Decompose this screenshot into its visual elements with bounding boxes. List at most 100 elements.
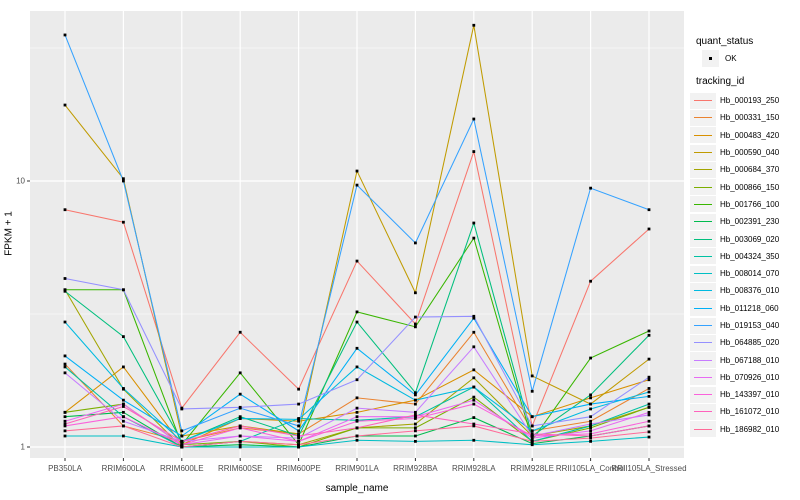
data-point bbox=[414, 434, 417, 438]
data-point bbox=[647, 402, 651, 406]
data-point bbox=[63, 320, 67, 324]
x-tick-label: RRIM928LA bbox=[452, 464, 496, 473]
data-point bbox=[472, 314, 476, 318]
data-point bbox=[589, 402, 592, 406]
data-point bbox=[530, 374, 534, 378]
data-point bbox=[122, 398, 125, 402]
x-tick-label: RRII105LA_Control bbox=[556, 464, 626, 473]
x-tick-label: RRII105LA_Stressed bbox=[611, 464, 686, 473]
data-point bbox=[122, 434, 125, 438]
data-point bbox=[530, 429, 534, 433]
data-point bbox=[63, 419, 67, 423]
data-point bbox=[647, 424, 651, 428]
data-point bbox=[297, 417, 300, 421]
data-point bbox=[589, 279, 592, 283]
data-point bbox=[238, 415, 242, 419]
data-point bbox=[355, 169, 359, 173]
data-point bbox=[414, 391, 417, 395]
data-point bbox=[647, 329, 651, 333]
data-point bbox=[180, 429, 184, 433]
data-point bbox=[180, 445, 184, 449]
data-point bbox=[297, 439, 300, 443]
data-point bbox=[530, 436, 534, 440]
data-point bbox=[414, 426, 417, 430]
data-point bbox=[647, 394, 651, 398]
data-point bbox=[589, 419, 592, 423]
data-point bbox=[414, 325, 417, 329]
data-point bbox=[472, 117, 476, 121]
data-point bbox=[122, 424, 125, 428]
data-point bbox=[647, 357, 651, 361]
data-point bbox=[355, 434, 359, 438]
data-point bbox=[122, 387, 125, 390]
data-point bbox=[414, 413, 417, 417]
data-point bbox=[63, 354, 67, 358]
data-point bbox=[647, 410, 651, 414]
data-point bbox=[355, 410, 359, 414]
data-point bbox=[414, 315, 417, 319]
data-point bbox=[180, 439, 184, 443]
data-point bbox=[647, 390, 651, 394]
data-point bbox=[647, 430, 651, 434]
data-point bbox=[530, 443, 534, 447]
data-point bbox=[647, 419, 651, 423]
data-point bbox=[355, 419, 359, 423]
data-point bbox=[589, 426, 592, 430]
data-point bbox=[414, 393, 417, 397]
data-point bbox=[297, 402, 300, 406]
data-point bbox=[297, 443, 300, 447]
data-point bbox=[238, 445, 242, 449]
data-point bbox=[589, 356, 592, 360]
data-point bbox=[472, 221, 476, 225]
data-point bbox=[472, 368, 476, 372]
data-point bbox=[414, 417, 417, 420]
data-point bbox=[238, 443, 242, 447]
data-point bbox=[589, 415, 592, 419]
data-point bbox=[238, 439, 242, 443]
data-point bbox=[589, 424, 592, 428]
data-point bbox=[63, 362, 67, 366]
data-point bbox=[180, 443, 184, 447]
data-point bbox=[122, 415, 125, 419]
x-tick-label: RRIM600PE bbox=[276, 464, 320, 473]
data-point bbox=[238, 417, 242, 420]
data-point bbox=[297, 424, 300, 428]
data-point bbox=[238, 405, 242, 409]
data-point bbox=[122, 177, 125, 181]
data-point bbox=[472, 402, 476, 406]
data-point bbox=[414, 422, 417, 426]
data-point bbox=[122, 405, 125, 408]
data-point bbox=[122, 288, 125, 292]
data-point bbox=[63, 371, 67, 375]
x-tick-label: RRIM928BA bbox=[393, 464, 438, 473]
data-point bbox=[63, 277, 67, 280]
data-point bbox=[122, 365, 125, 369]
data-point bbox=[122, 402, 125, 406]
data-point bbox=[238, 371, 242, 375]
data-point bbox=[180, 434, 184, 438]
data-point bbox=[589, 407, 592, 411]
data-point bbox=[647, 413, 651, 417]
data-point bbox=[472, 395, 476, 399]
x-tick-label: PB350LA bbox=[48, 464, 82, 473]
data-point bbox=[122, 410, 125, 414]
data-point bbox=[589, 186, 592, 190]
data-point bbox=[530, 432, 534, 436]
data-point bbox=[122, 220, 125, 224]
data-point bbox=[647, 227, 651, 231]
data-point bbox=[355, 378, 359, 382]
data-point bbox=[238, 424, 242, 428]
data-point bbox=[647, 333, 651, 337]
data-point bbox=[355, 310, 359, 314]
data-point bbox=[414, 410, 417, 414]
data-point bbox=[472, 422, 476, 426]
data-point bbox=[589, 439, 592, 443]
data-point bbox=[647, 435, 651, 439]
data-point bbox=[355, 346, 359, 350]
data-point bbox=[355, 426, 359, 430]
x-tick-label: RRIM928LE bbox=[510, 464, 554, 473]
x-tick-label: RRIM600LA bbox=[102, 464, 146, 473]
data-point bbox=[63, 415, 67, 419]
data-point bbox=[472, 376, 476, 380]
